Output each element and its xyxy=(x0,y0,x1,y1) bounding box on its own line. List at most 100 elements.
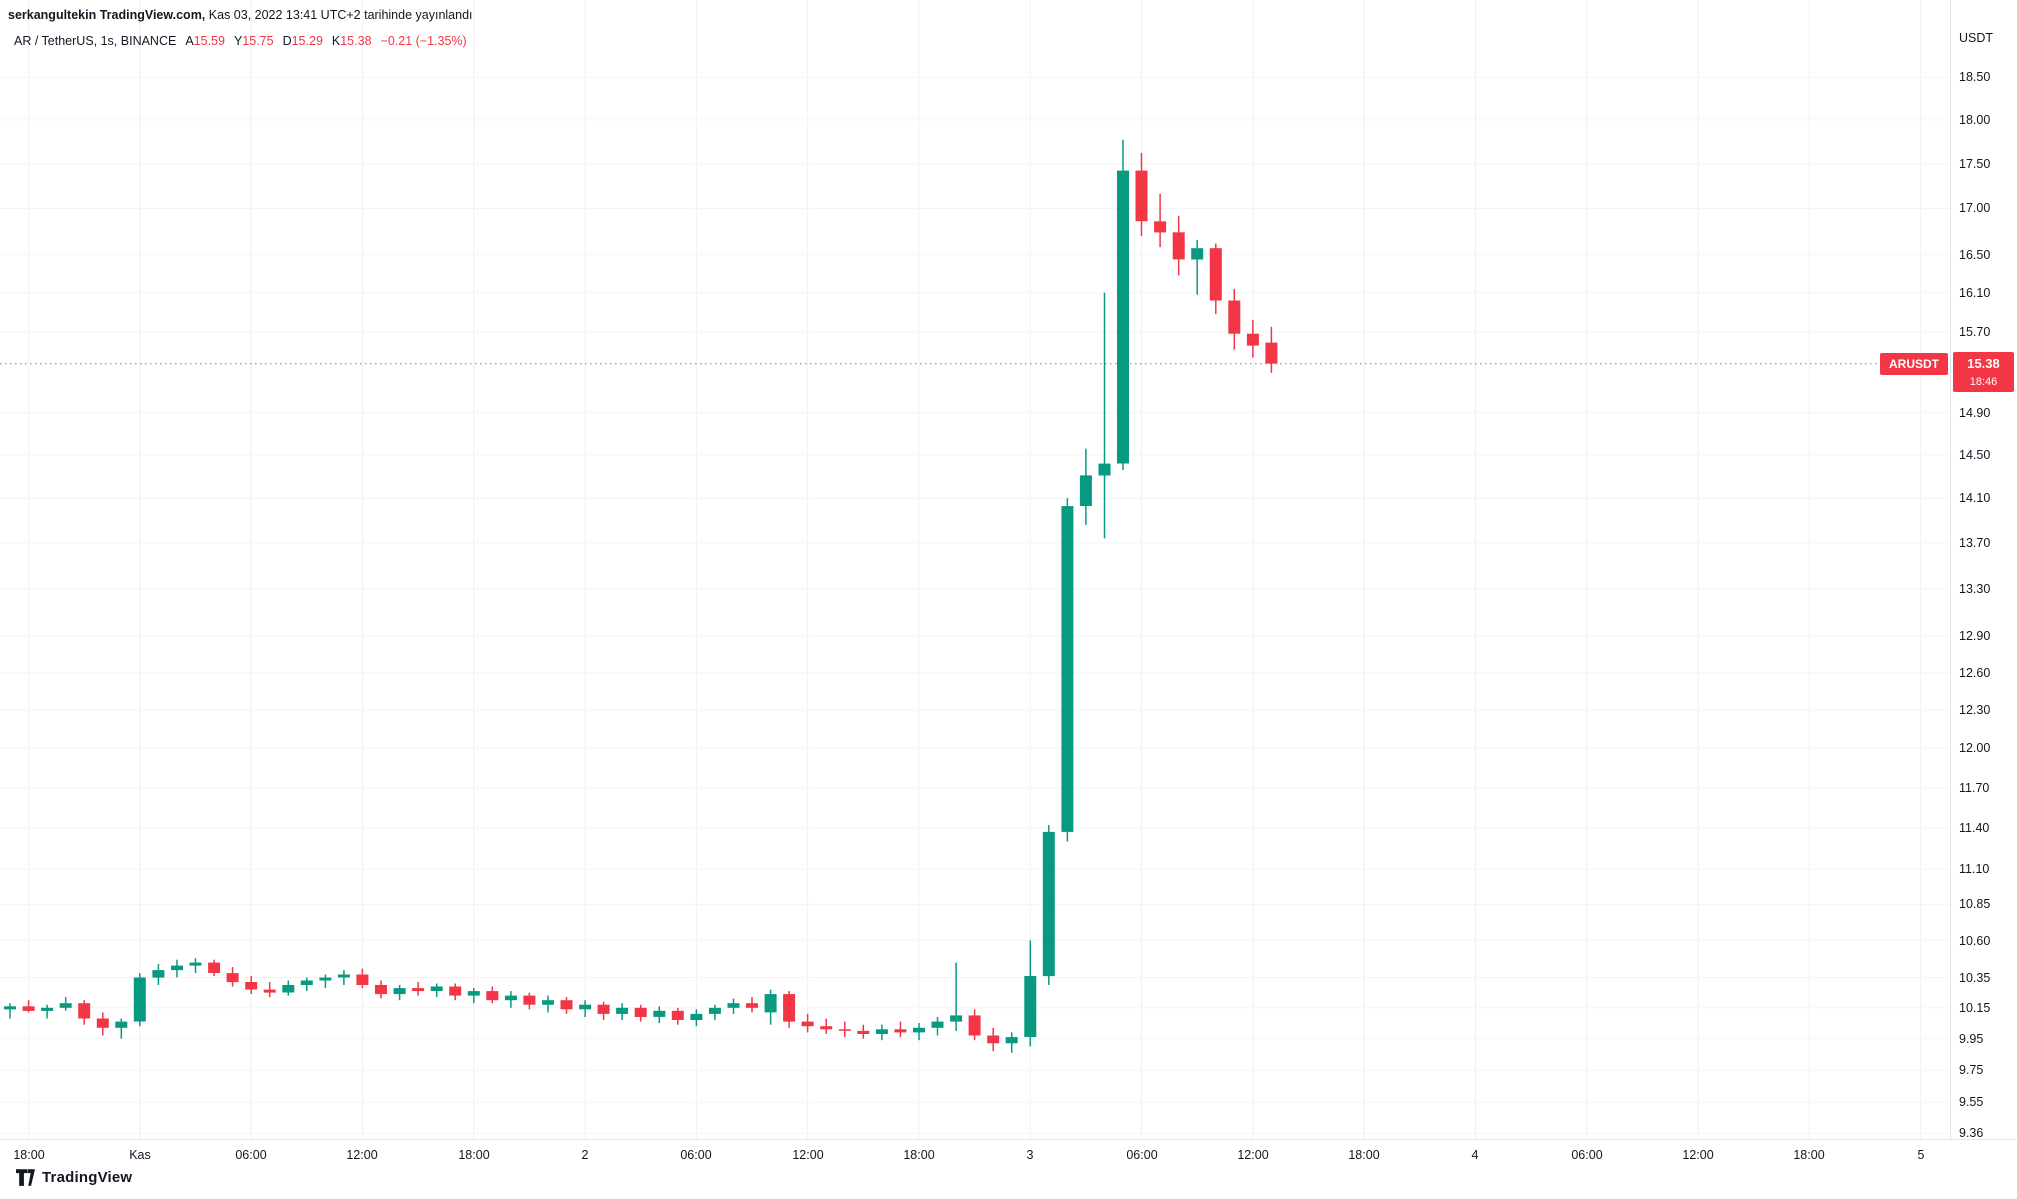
candle xyxy=(727,998,740,1014)
time-tick-label: 06:00 xyxy=(680,1148,712,1162)
price-tick-label: 18.00 xyxy=(1959,113,1991,127)
candle xyxy=(41,1004,54,1019)
candle xyxy=(449,983,462,1001)
price-tick-label: 16.10 xyxy=(1959,286,1991,300)
candle xyxy=(504,991,517,1008)
price-tick-label: 10.60 xyxy=(1959,934,1991,948)
price-axis-currency: USDT xyxy=(1959,31,1994,45)
candle xyxy=(486,986,499,1004)
candle xyxy=(579,1000,592,1017)
candle xyxy=(375,980,387,999)
price-tick-label: 12.30 xyxy=(1959,703,1991,717)
price-tick-label: 13.70 xyxy=(1959,536,1991,550)
candle xyxy=(152,964,165,985)
candle xyxy=(913,1023,925,1041)
candle xyxy=(4,1003,16,1019)
candle xyxy=(560,997,573,1014)
price-axis[interactable]: USDT 18.50 18.00 17.50 17.00 16.50 16.10 15.70… xyxy=(1950,0,2017,1140)
chart-legend[interactable]: AR / TetherUS, 1s, BINANCE A15.59 Y15.75… xyxy=(14,34,467,48)
candle xyxy=(523,992,536,1010)
bar-countdown: 18:46 xyxy=(1969,376,1998,388)
candle xyxy=(263,982,276,998)
candle xyxy=(838,1021,851,1038)
attribution: serkangultekin TradingView.com, Kas 03, … xyxy=(8,8,473,22)
candle xyxy=(22,1000,35,1013)
candlestick-chart[interactable] xyxy=(0,0,1950,1139)
time-tick-label: 3 xyxy=(1026,1148,1034,1162)
price-tick-label: 17.00 xyxy=(1959,201,1991,215)
candle xyxy=(801,1013,814,1033)
price-tick-label: 15.70 xyxy=(1959,325,1991,339)
price-tick-label: 9.55 xyxy=(1959,1095,1984,1109)
candle xyxy=(337,970,350,985)
candle xyxy=(968,1009,981,1041)
legend-low: D15.29 xyxy=(282,34,323,48)
candle xyxy=(1209,243,1222,315)
tradingview-logo-icon xyxy=(16,1169,35,1186)
candle xyxy=(300,977,313,992)
time-tick-label: 2 xyxy=(581,1148,589,1162)
price-tick-label: 9.75 xyxy=(1959,1063,1984,1077)
candle xyxy=(467,988,480,1004)
price-tick-label: 14.50 xyxy=(1959,448,1991,462)
time-tick-label: 18:00 xyxy=(1793,1148,1825,1162)
candle xyxy=(1117,139,1129,470)
price-tick-label: 11.10 xyxy=(1959,862,1990,876)
candle xyxy=(894,1021,907,1038)
legend-open: A15.59 xyxy=(185,34,225,48)
candle xyxy=(356,968,369,989)
candle xyxy=(59,997,72,1011)
time-tick-label: 12:00 xyxy=(792,1148,824,1162)
price-tick-label: 11.70 xyxy=(1959,781,1990,795)
candle xyxy=(1042,825,1055,985)
candle xyxy=(1246,319,1259,358)
time-tick-label: 18:00 xyxy=(903,1148,935,1162)
candle xyxy=(78,1000,91,1025)
price-tick-label: 12.60 xyxy=(1959,666,1991,680)
candle xyxy=(746,997,758,1013)
candle xyxy=(690,1009,703,1027)
candle xyxy=(319,974,332,989)
candle xyxy=(597,1001,610,1020)
candle xyxy=(950,962,963,1031)
price-tick-label: 10.35 xyxy=(1959,971,1991,985)
candle xyxy=(987,1027,1000,1052)
price-tick-label: 14.10 xyxy=(1959,491,1991,505)
price-tick-label: 9.36 xyxy=(1959,1126,1984,1140)
candle xyxy=(245,976,258,995)
candle xyxy=(393,985,406,1001)
candle xyxy=(671,1007,684,1025)
price-tick-label: 10.85 xyxy=(1959,897,1991,911)
candle xyxy=(1098,292,1111,539)
candle xyxy=(1024,940,1037,1047)
tradingview-logo[interactable]: TradingView xyxy=(16,1169,132,1186)
candle xyxy=(1135,152,1148,236)
candle xyxy=(226,967,239,987)
time-tick-label: 18:00 xyxy=(458,1148,490,1162)
price-tick-label: 16.50 xyxy=(1959,248,1991,262)
time-tick-label: 12:00 xyxy=(1682,1148,1714,1162)
candle xyxy=(875,1024,888,1041)
time-tick-label: 18:00 xyxy=(13,1148,45,1162)
price-tick-label: 11.40 xyxy=(1959,821,1990,835)
symbol-price-badge: ARUSDT xyxy=(1880,353,1948,375)
candle xyxy=(931,1017,944,1036)
legend-high: Y15.75 xyxy=(233,34,274,48)
candle xyxy=(1061,498,1074,842)
candle xyxy=(783,991,796,1028)
candle xyxy=(189,958,202,974)
time-tick-label: 5 xyxy=(1917,1148,1925,1162)
time-tick-label: 12:00 xyxy=(1237,1148,1269,1162)
price-tick-label: 12.90 xyxy=(1959,629,1991,643)
candle xyxy=(1154,193,1167,248)
candle xyxy=(764,989,777,1025)
candle xyxy=(1079,448,1092,525)
time-tick-label: 18:00 xyxy=(1348,1148,1380,1162)
candle xyxy=(857,1024,870,1039)
attribution-published: Kas 03, 2022 13:41 UTC+2 tarihinde yayın… xyxy=(208,8,473,22)
candle xyxy=(1191,239,1204,295)
time-axis[interactable]: 18:00 Kas 06:00 12:00 18:00 2 06:00 12:00 18:00 3… xyxy=(0,1139,2017,1199)
candle xyxy=(171,959,183,978)
attribution-author: serkangultekin TradingView.com, xyxy=(8,8,206,22)
legend-symbol: AR / TetherUS, 1s, BINANCE xyxy=(14,34,177,48)
